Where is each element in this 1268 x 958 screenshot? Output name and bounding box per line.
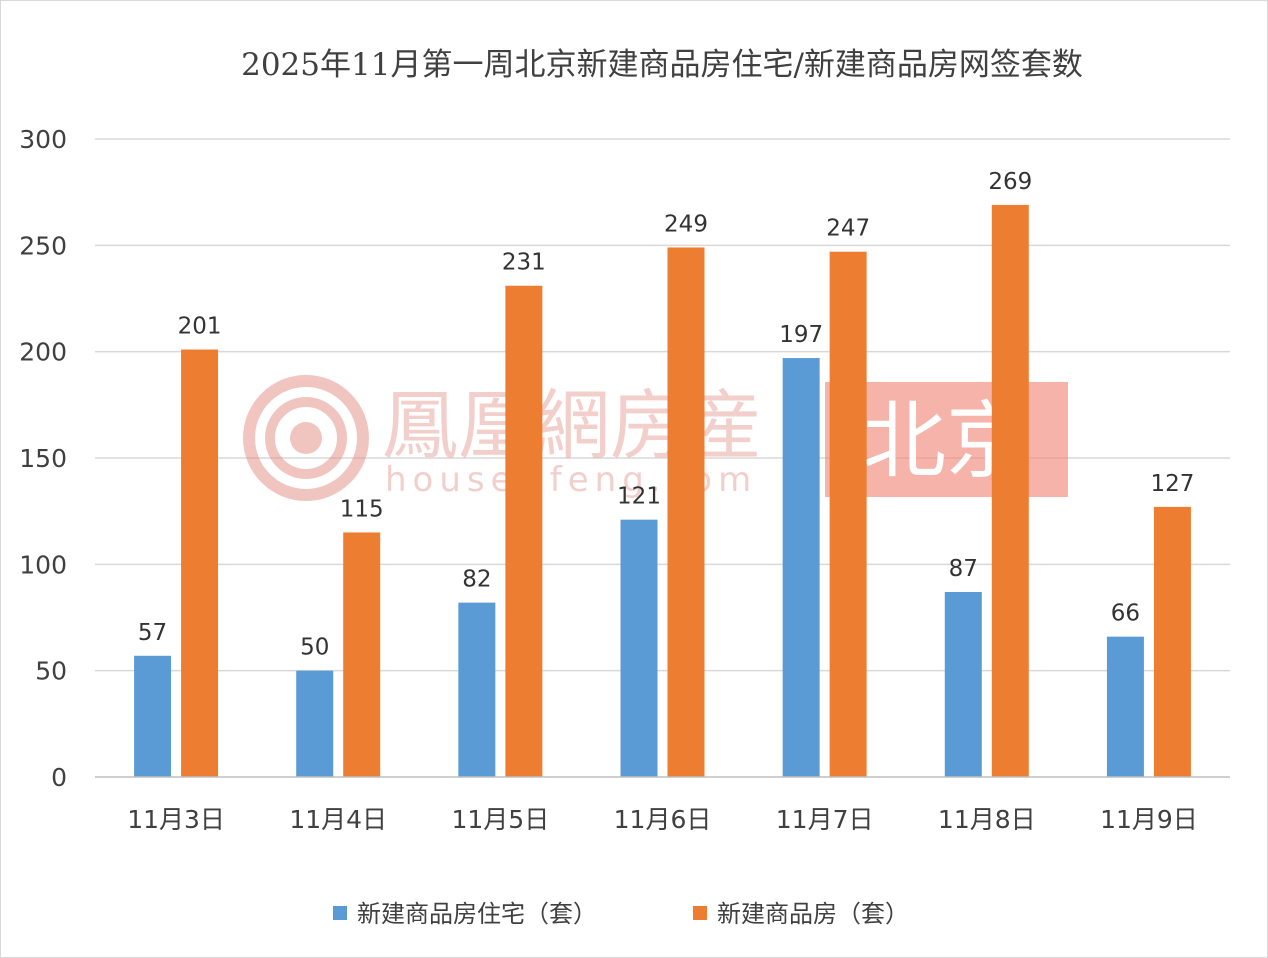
data-label: 197 [779, 322, 823, 348]
bar-series-1 [1106, 636, 1144, 777]
data-label: 127 [1150, 471, 1194, 497]
data-label: 82 [462, 567, 491, 593]
legend-label: 新建商品房住宅（套） [357, 900, 597, 928]
bar-series-1 [944, 591, 982, 777]
bar-series-2 [829, 251, 867, 778]
bar-series-2 [1153, 506, 1191, 777]
data-label: 50 [300, 635, 329, 661]
x-category-label: 11月3日 [127, 805, 225, 834]
x-axis-categories: 11月3日 11月4日 11月5日 11月6日 11月7日 11月8日 11月9日 [127, 805, 1198, 834]
watermark-brand: 鳳凰網房産 [382, 381, 762, 470]
bar-series-2 [667, 247, 705, 777]
bar-series-2 [991, 204, 1029, 778]
legend: 新建商品房住宅（套） 新建商品房（套） [333, 900, 909, 928]
y-tick-label: 0 [51, 763, 67, 792]
chart-title: 2025年11月第一周北京新建商品房住宅/新建商品房网签套数 [241, 47, 1083, 83]
bar-series-2 [343, 532, 381, 777]
x-category-label: 11月4日 [289, 805, 387, 834]
y-tick-label: 200 [19, 338, 67, 367]
y-tick-label: 100 [19, 550, 67, 579]
bar-series-1 [296, 670, 334, 777]
data-label: 87 [949, 556, 978, 582]
legend-label: 新建商品房（套） [717, 900, 909, 928]
data-label: 121 [617, 484, 661, 510]
y-axis-ticks: 0 50 100 150 200 250 300 [19, 125, 67, 792]
legend-swatch [693, 906, 707, 920]
bar-series-2 [505, 285, 543, 777]
bar-series-2 [181, 349, 219, 777]
data-label: 249 [664, 211, 708, 237]
bar-series-1 [134, 655, 172, 777]
data-label: 201 [178, 314, 222, 340]
data-label: 66 [1111, 601, 1140, 627]
data-label: 115 [340, 496, 384, 522]
ifeng-phoenix-logo [243, 375, 369, 501]
data-label: 231 [502, 250, 546, 276]
y-tick-label: 300 [19, 125, 67, 154]
x-category-label: 11月6日 [614, 805, 712, 834]
y-tick-label: 50 [35, 657, 67, 686]
data-label: 269 [988, 169, 1032, 195]
x-category-label: 11月5日 [451, 805, 549, 834]
data-label: 57 [138, 620, 167, 646]
data-labels: 57 201 50 115 82 231 121 249 197 247 87 269 66 127 [138, 169, 1194, 661]
watermark: 鳳凰網房産 house.ifeng.com 北京 [243, 375, 1068, 501]
bar-series-1 [782, 358, 820, 777]
x-category-label: 11月7日 [776, 805, 874, 834]
legend-swatch [333, 906, 347, 920]
data-label: 247 [826, 216, 870, 242]
x-category-label: 11月8日 [938, 805, 1036, 834]
bar-series-1 [458, 602, 496, 777]
x-category-label: 11月9日 [1100, 805, 1198, 834]
bar-series-1 [620, 519, 658, 777]
y-tick-label: 150 [19, 444, 67, 473]
bars [134, 204, 1191, 778]
y-tick-label: 250 [19, 231, 67, 260]
